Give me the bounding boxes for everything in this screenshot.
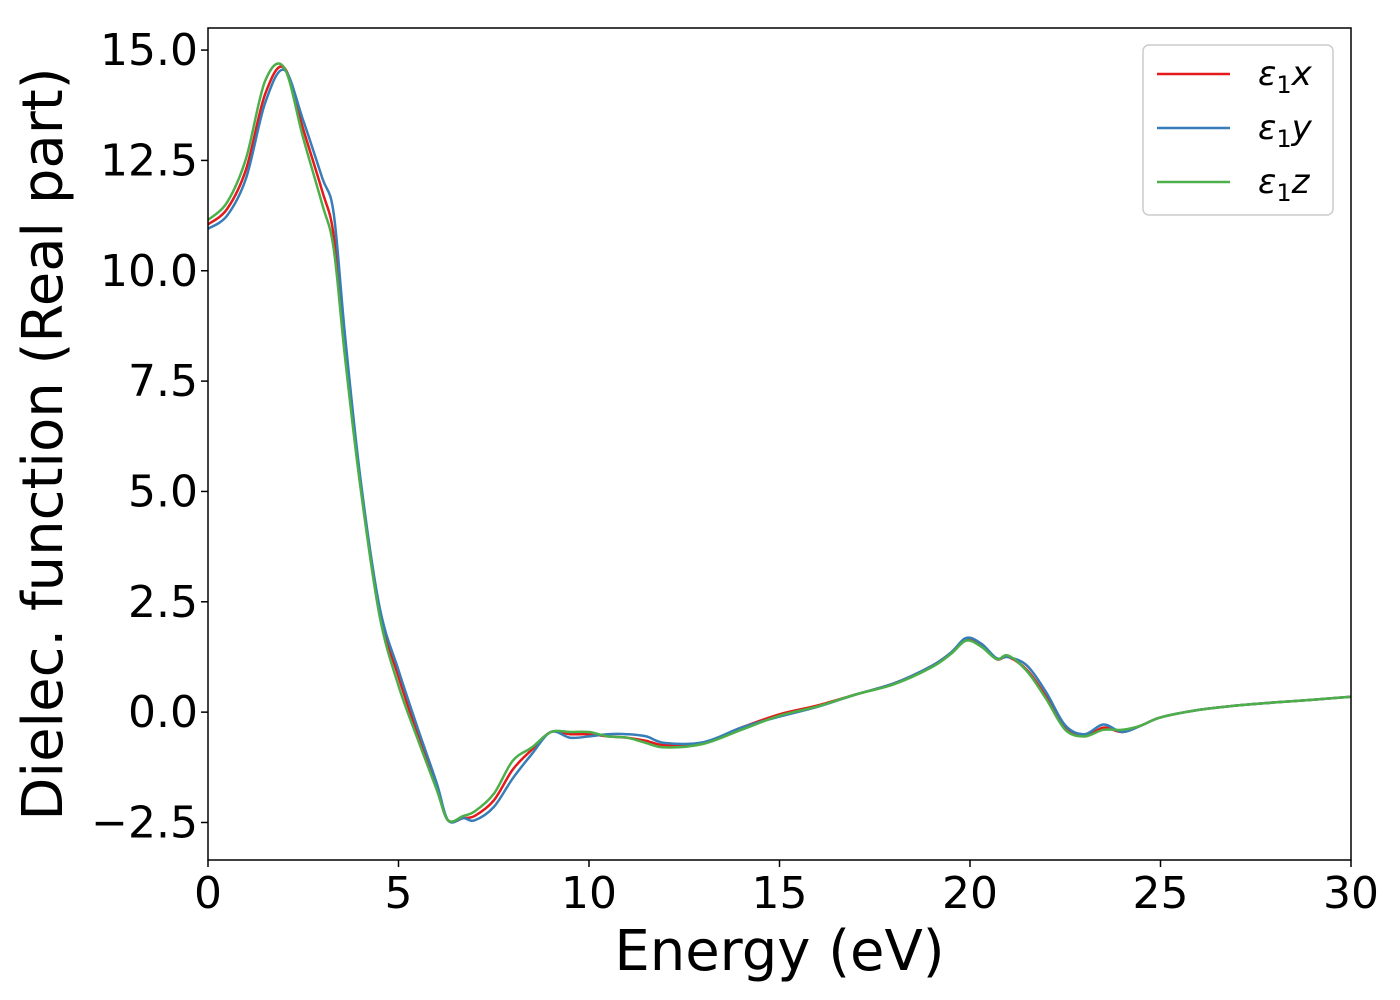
y-tick-label: 0.0 xyxy=(128,687,198,738)
series-layer xyxy=(207,62,1352,824)
x-tick-label: 10 xyxy=(561,868,617,919)
legend-box xyxy=(1142,44,1334,216)
x-tick-label: 20 xyxy=(942,868,998,919)
y-axis-label: Dielec. function (Real part) xyxy=(11,67,76,820)
legend: ε1x ε1y ε1z xyxy=(1142,44,1334,216)
legend-label-z: ε1z xyxy=(1258,162,1311,207)
y-tick-label: −2.5 xyxy=(91,797,198,848)
legend-label-y: ε1y xyxy=(1258,108,1313,153)
x-tick-label: 25 xyxy=(1133,868,1189,919)
x-axis-label: Energy (eV) xyxy=(614,919,944,984)
series-line-z xyxy=(207,62,1352,823)
series-line-y xyxy=(207,68,1352,824)
x-tick-label: 30 xyxy=(1323,868,1379,919)
x-tick-label: 5 xyxy=(385,868,413,919)
x-tick-label: 0 xyxy=(194,868,222,919)
x-tick-label: 15 xyxy=(752,868,808,919)
y-tick-label: 2.5 xyxy=(128,577,198,628)
x-axis-ticks: 0 5 10 15 20 25 30 xyxy=(194,860,1379,919)
y-tick-label: 15.0 xyxy=(100,25,198,76)
y-tick-label: 7.5 xyxy=(128,356,198,407)
y-tick-label: 5.0 xyxy=(128,466,198,517)
y-tick-label: 12.5 xyxy=(100,135,198,186)
legend-label-x: ε1x xyxy=(1258,54,1313,99)
y-tick-label: 10.0 xyxy=(100,246,198,297)
y-axis-ticks: −2.5 0.0 2.5 5.0 7.5 10.0 12.5 15.0 xyxy=(91,25,208,848)
